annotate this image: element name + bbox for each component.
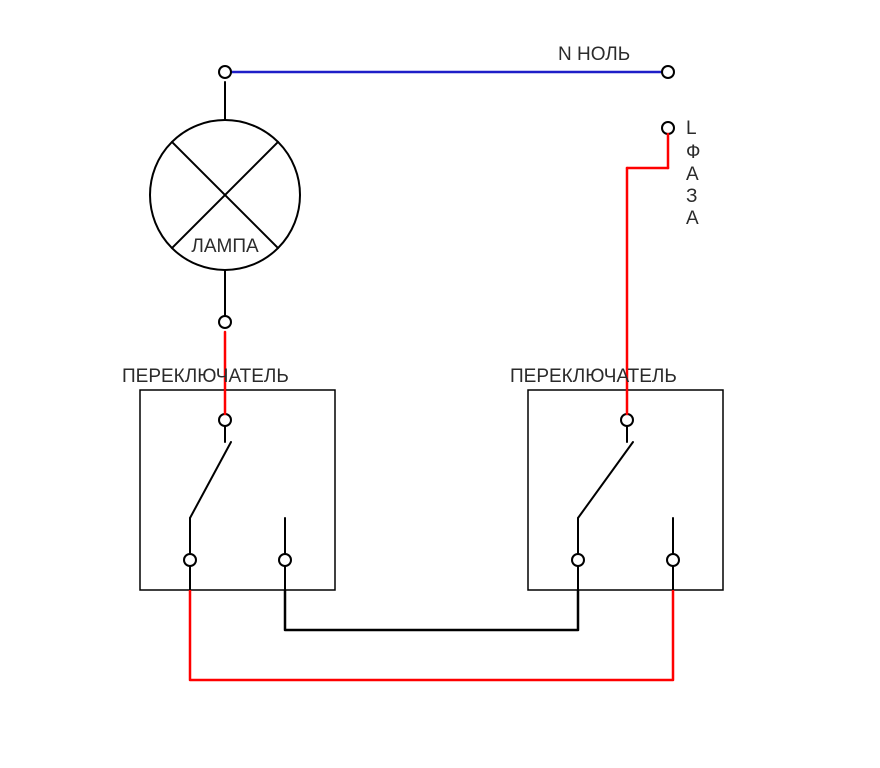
svg-text:Ф: Ф bbox=[686, 142, 700, 163]
svg-text:А: А bbox=[686, 208, 699, 229]
phase-L-label: L bbox=[686, 118, 697, 139]
wiring-diagram: N НОЛЬЛАМПАLФАЗАПЕРЕКЛЮЧАТЕЛЬПЕРЕКЛЮЧАТЕ… bbox=[0, 0, 880, 768]
switch-label: ПЕРЕКЛЮЧАТЕЛЬ bbox=[122, 366, 289, 387]
traveler-wire-red bbox=[190, 590, 673, 680]
switch-label: ПЕРЕКЛЮЧАТЕЛЬ bbox=[510, 366, 677, 387]
neutral-label: N НОЛЬ bbox=[558, 44, 630, 65]
svg-text:З: З bbox=[686, 186, 697, 207]
lamp-label: ЛАМПА bbox=[191, 236, 259, 257]
traveler-wire-black bbox=[285, 590, 578, 630]
svg-text:А: А bbox=[686, 164, 699, 185]
